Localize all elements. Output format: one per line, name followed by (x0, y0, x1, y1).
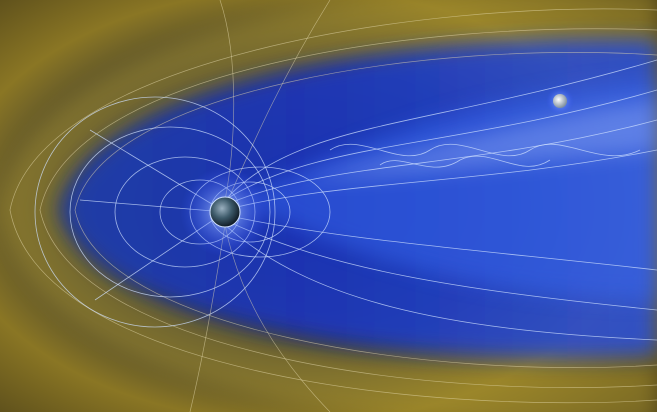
moon (553, 94, 567, 108)
plasma-sheet (300, 100, 657, 180)
earth (209, 196, 241, 228)
